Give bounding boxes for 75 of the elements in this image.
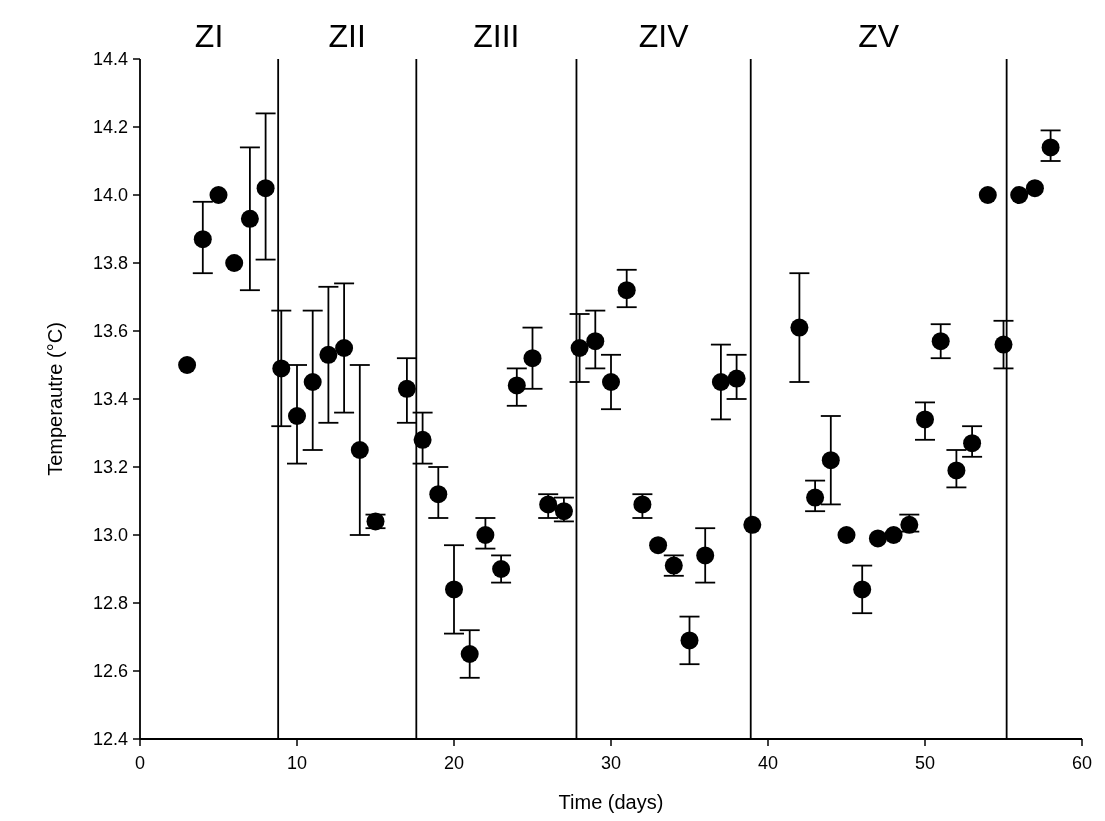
- point: [193, 230, 212, 249]
- point: [680, 631, 699, 650]
- point: [1010, 186, 1029, 204]
- text: ZIV: [638, 18, 690, 54]
- x-tick-label: 50: [914, 753, 936, 773]
- x-tick-label: 20: [443, 753, 465, 773]
- point: [743, 515, 762, 534]
- point: [790, 318, 809, 337]
- point: [617, 281, 636, 300]
- point: [413, 430, 432, 449]
- y-tick-label: 12.8: [92, 593, 128, 614]
- point: [853, 580, 872, 599]
- x-tick-label: 40: [757, 753, 779, 773]
- point: [256, 179, 275, 198]
- y-tick-label: 14.4: [92, 49, 128, 70]
- x-axis-title: Time (days): [558, 791, 664, 813]
- y-tick-label: 13.4: [92, 389, 128, 410]
- point: [303, 373, 322, 391]
- point: [602, 373, 620, 391]
- y-tick-label: 12.6: [92, 661, 128, 682]
- point: [350, 441, 369, 459]
- point: [978, 186, 997, 204]
- point: [523, 349, 542, 368]
- point: [633, 495, 652, 514]
- text: ZI: [194, 18, 224, 54]
- point: [586, 332, 605, 351]
- point: [947, 461, 966, 480]
- x-tick-label: 30: [600, 753, 622, 773]
- point: [554, 502, 573, 521]
- y-tick-label: 13.0: [92, 525, 128, 546]
- y-tick-label: 13.6: [92, 321, 128, 342]
- point: [963, 434, 982, 453]
- x-tick-label: 0: [134, 753, 146, 773]
- y-tick-label: 13.8: [92, 253, 128, 274]
- point: [397, 379, 416, 398]
- point: [868, 529, 887, 548]
- point: [821, 451, 840, 470]
- point: [806, 488, 825, 507]
- point: [492, 560, 511, 578]
- point: [319, 345, 338, 364]
- point: [649, 536, 668, 555]
- point: [696, 546, 715, 565]
- point: [225, 254, 244, 272]
- point: [711, 373, 730, 391]
- point: [931, 332, 950, 351]
- point: [837, 526, 856, 544]
- point: [178, 356, 197, 374]
- text: ZIII: [473, 18, 520, 54]
- point: [539, 495, 558, 514]
- point: [994, 335, 1013, 354]
- y-tick-label: 13.2: [92, 457, 128, 478]
- y-tick-label: 14.0: [92, 185, 128, 206]
- point: [460, 645, 479, 663]
- x-tick-label: 60: [1071, 753, 1093, 773]
- point: [916, 410, 934, 429]
- point: [884, 526, 903, 544]
- point: [335, 339, 354, 357]
- point: [1025, 179, 1044, 198]
- text: ZII: [328, 18, 366, 54]
- x-tick-label: 10: [286, 753, 308, 773]
- y-tick-label: 12.4: [92, 729, 128, 750]
- point: [476, 526, 495, 544]
- point: [727, 369, 746, 388]
- point: [570, 339, 589, 357]
- text: ZV: [858, 18, 900, 54]
- point: [445, 580, 463, 599]
- point: [429, 485, 448, 504]
- point: [1041, 138, 1060, 157]
- point: [209, 186, 228, 204]
- point: [288, 407, 306, 425]
- point: [507, 376, 526, 395]
- point: [240, 209, 259, 228]
- point: [272, 359, 291, 378]
- y-axis-title: Temperautre (°C): [44, 322, 66, 476]
- y-tick-label: 14.2: [92, 117, 128, 138]
